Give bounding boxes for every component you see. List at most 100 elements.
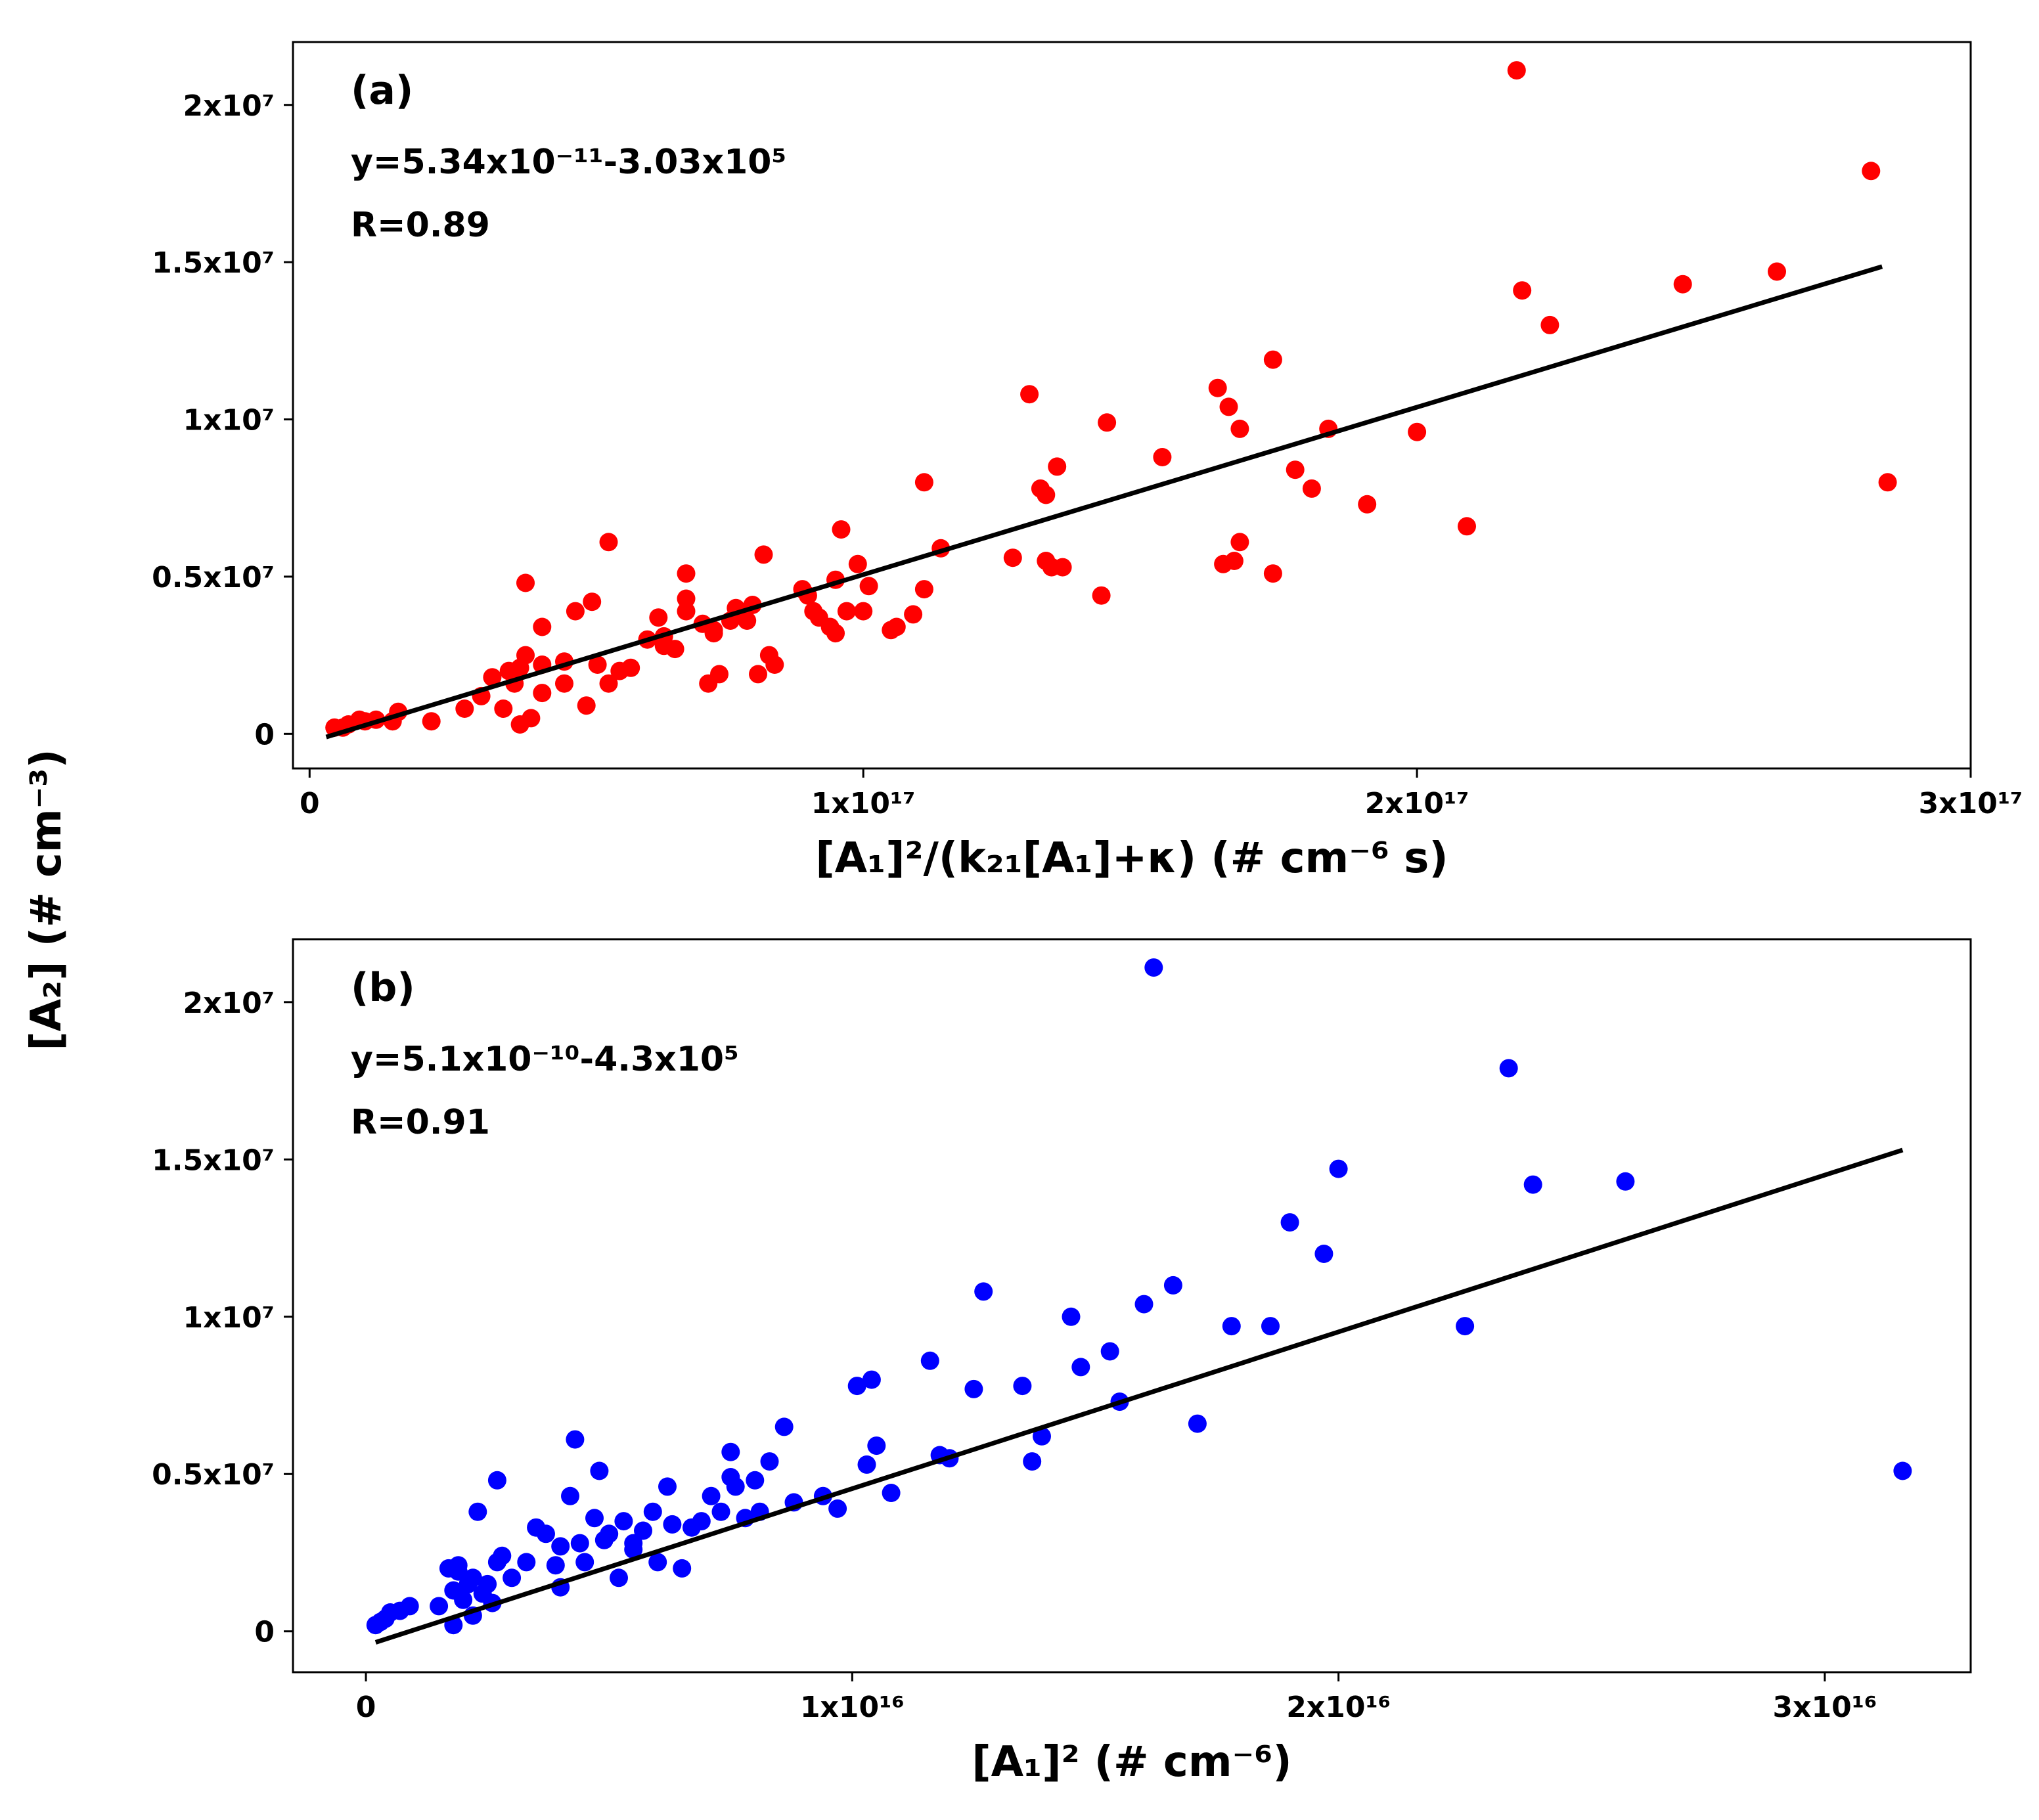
data-point-b — [478, 1574, 497, 1593]
data-point-b — [487, 1553, 506, 1572]
data-point-a — [1153, 448, 1172, 466]
data-point-b — [658, 1477, 677, 1496]
data-point-a — [754, 545, 773, 564]
data-point-b — [551, 1537, 570, 1556]
data-point-a — [649, 608, 668, 627]
data-point-b — [1163, 1276, 1182, 1295]
data-point-b — [673, 1559, 692, 1578]
data-point-a — [588, 655, 607, 674]
data-point-a — [1048, 457, 1067, 476]
panel-label-a: (a) — [351, 68, 413, 114]
data-point-a — [1230, 419, 1249, 438]
data-point-a — [522, 709, 541, 728]
y-tick-label-b: 0.5x10⁷ — [152, 1458, 275, 1492]
y-tick-label-b: 1x10⁷ — [183, 1301, 275, 1335]
data-point-b — [624, 1534, 643, 1553]
data-point-b — [663, 1515, 682, 1534]
data-point-b — [585, 1509, 604, 1528]
data-point-b — [430, 1597, 449, 1616]
data-point-b — [561, 1486, 579, 1505]
data-point-a — [516, 573, 535, 592]
data-point-b — [487, 1471, 506, 1490]
data-point-a — [848, 554, 867, 573]
data-point-b — [867, 1436, 886, 1455]
data-point-b — [1134, 1295, 1154, 1314]
data-point-a — [765, 655, 784, 674]
data-point-b — [746, 1471, 765, 1490]
shared-y-axis-label: [A₂] (# cm⁻³) — [22, 749, 71, 1050]
data-point-b — [1280, 1213, 1299, 1232]
data-point-a — [1540, 315, 1559, 334]
plot-frame-b — [292, 938, 1972, 1674]
data-point-b — [1329, 1159, 1348, 1178]
data-point-b — [857, 1455, 876, 1474]
r-value-a: R=0.89 — [351, 206, 490, 245]
data-point-b — [1188, 1414, 1207, 1433]
data-point-b — [610, 1568, 628, 1587]
data-point-a — [621, 658, 640, 677]
data-point-b — [1033, 1427, 1051, 1446]
data-point-a — [854, 602, 873, 621]
data-point-a — [914, 580, 933, 599]
data-point-b — [648, 1553, 667, 1572]
data-point-a — [1263, 350, 1282, 369]
data-point-b — [517, 1553, 536, 1572]
data-point-a — [1224, 552, 1244, 570]
data-point-a — [1208, 378, 1227, 397]
data-point-a — [677, 589, 696, 608]
data-point-a — [914, 473, 933, 492]
data-point-a — [583, 592, 602, 611]
data-point-a — [859, 577, 878, 596]
data-point-a — [1286, 460, 1305, 479]
data-point-a — [738, 611, 757, 630]
data-point-b — [862, 1370, 881, 1389]
data-point-b — [721, 1468, 740, 1486]
data-point-b — [503, 1568, 522, 1587]
data-point-a — [704, 624, 723, 643]
data-point-a — [1513, 281, 1532, 300]
fit-line-a — [325, 264, 1883, 740]
data-point-a — [710, 665, 728, 684]
data-point-a — [677, 564, 696, 583]
data-point-b — [711, 1502, 730, 1521]
plot-frame-a — [292, 41, 1972, 770]
data-point-b — [1314, 1245, 1333, 1263]
data-point-b — [400, 1597, 419, 1616]
data-point-b — [1222, 1317, 1241, 1336]
data-point-a — [533, 617, 552, 636]
fit-equation-a: y=5.34x10⁻¹¹-3.03x10⁵ — [351, 143, 786, 182]
x-tick-label-b: 0 — [356, 1691, 376, 1724]
y-tick-label-a: 1.5x10⁷ — [152, 246, 275, 280]
x-tick-label-a: 2x10¹⁷ — [1365, 787, 1469, 820]
data-point-b — [1100, 1342, 1119, 1361]
data-point-a — [555, 674, 573, 693]
fit-equation-b: y=5.1x10⁻¹⁰-4.3x10⁵ — [351, 1040, 739, 1079]
data-point-a — [1507, 61, 1526, 80]
x-tick-label-a: 1x10¹⁷ — [811, 787, 916, 820]
data-point-a — [483, 668, 502, 687]
data-point-b — [828, 1499, 847, 1518]
data-point-a — [1263, 564, 1282, 583]
data-point-b — [774, 1417, 794, 1436]
x-tick-label-b: 3x10¹⁶ — [1773, 1691, 1877, 1724]
data-point-b — [575, 1553, 594, 1572]
x-tick-label-b: 2x10¹⁶ — [1286, 1691, 1391, 1724]
y-tick-label-a: 1x10⁷ — [183, 404, 275, 437]
data-point-a — [499, 661, 518, 680]
data-point-a — [1673, 275, 1692, 294]
data-point-b — [1499, 1059, 1518, 1078]
data-point-a — [1003, 548, 1022, 567]
data-point-b — [1523, 1175, 1542, 1194]
data-point-b — [1616, 1172, 1635, 1191]
panel-label-b: (b) — [351, 965, 415, 1011]
data-point-b — [634, 1521, 652, 1540]
data-point-b — [1261, 1317, 1280, 1336]
data-point-b — [1071, 1358, 1090, 1377]
data-point-b — [1023, 1452, 1042, 1471]
data-point-a — [1098, 413, 1117, 432]
data-point-a — [1230, 533, 1249, 552]
data-point-b — [974, 1282, 993, 1301]
data-point-a — [1878, 473, 1897, 492]
data-point-a — [1408, 422, 1427, 441]
data-point-b — [468, 1502, 487, 1521]
